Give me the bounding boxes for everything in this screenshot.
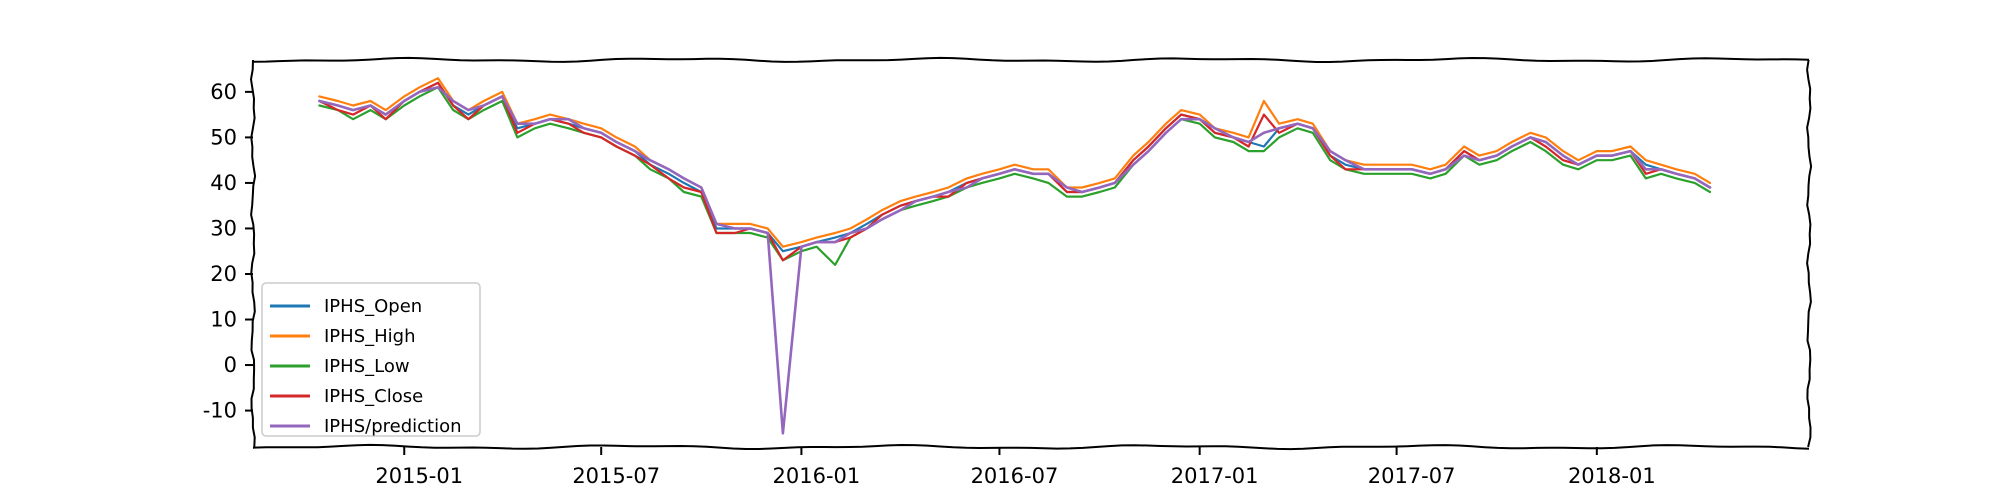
x-tick-label: 2015-07 — [572, 464, 660, 488]
legend-label: IPHS/prediction — [324, 416, 462, 437]
y-tick-label: 40 — [210, 171, 237, 195]
y-tick-label: 20 — [210, 262, 237, 286]
legend-item[interactable]: IPHS_Close — [270, 386, 423, 407]
y-axis: -10 0 10 20 30 40 50 60 — [203, 80, 253, 423]
legend-label: IPHS_Close — [324, 386, 423, 407]
legend-item[interactable]: IPHS_High — [270, 326, 416, 347]
legend-label: IPHS_Low — [324, 356, 410, 377]
legend-item[interactable]: IPHS_Low — [270, 356, 410, 377]
x-tick-label: 2018-01 — [1568, 464, 1656, 488]
frame-right — [1806, 59, 1813, 448]
series-line-iphs-low — [318, 86, 1712, 266]
x-tick-label: 2015-01 — [375, 464, 463, 488]
series-line-iphs-close — [318, 81, 1712, 262]
legend-item[interactable]: IPHS/prediction — [270, 416, 462, 437]
legend-item[interactable]: IPHS_Open — [270, 296, 422, 317]
y-tick-label: 50 — [210, 125, 237, 149]
legend-label: IPHS_High — [324, 326, 416, 347]
frame-bottom — [252, 443, 1810, 451]
frame-top — [252, 56, 1810, 63]
x-tick-label: 2016-07 — [971, 464, 1059, 488]
legend-label: IPHS_Open — [324, 296, 422, 317]
y-tick-label: 30 — [210, 216, 237, 240]
legend-box — [261, 282, 481, 437]
legend[interactable]: IPHS_Open IPHS_High IPHS_Low IPHS_Close IPHS… — [261, 282, 481, 437]
x-tick-label: 2016-01 — [773, 464, 861, 488]
series-line-iphs-prediction — [318, 86, 1712, 435]
y-tick-label: 0 — [224, 353, 237, 377]
frame-left — [249, 59, 257, 448]
series-line-iphs-high — [318, 77, 1712, 248]
series-line-iphs-open — [318, 81, 1712, 253]
x-tick-label: 2017-07 — [1368, 464, 1456, 488]
x-axis: 2015-01 2015-07 2016-01 2016-07 2017-01 2017-… — [375, 447, 1656, 488]
y-tick-label: -10 — [203, 399, 237, 423]
y-tick-label: 60 — [210, 80, 237, 104]
series-layer — [318, 77, 1712, 435]
x-tick-label: 2017-01 — [1171, 464, 1259, 488]
y-tick-label: 10 — [210, 308, 237, 332]
plot-frame — [249, 56, 1813, 451]
